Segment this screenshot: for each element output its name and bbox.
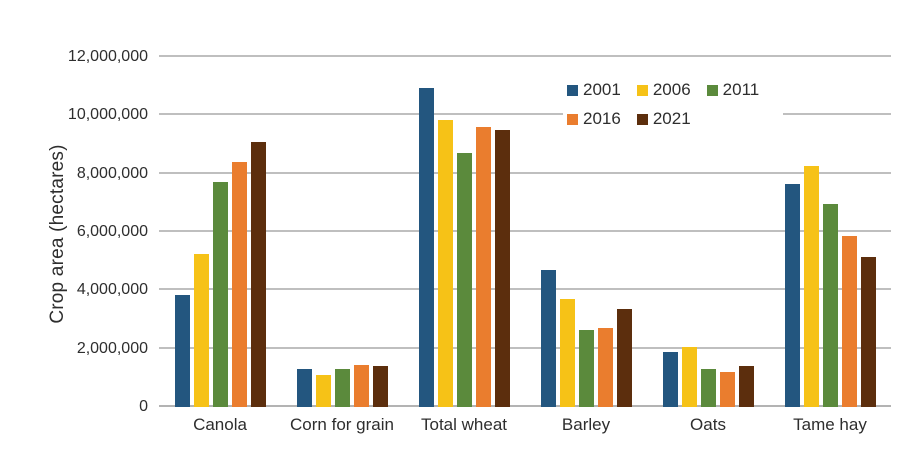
legend-swatch-icon [636, 84, 648, 96]
bar-2016 [353, 365, 369, 407]
legend-swatch-icon [567, 84, 578, 96]
bar-2001 [418, 88, 434, 407]
bars [159, 57, 891, 407]
gridline [159, 113, 891, 116]
bar-2021 [250, 142, 266, 407]
legend-item-2001: 2001 [567, 80, 621, 100]
bar-2016 [841, 236, 857, 407]
legend-swatch-icon [706, 84, 718, 96]
legend-label: 2006 [652, 80, 691, 99]
x-axis-label: Total wheat [421, 415, 507, 434]
x-axis-label: Canola [193, 415, 247, 434]
bar-group-total-wheat [403, 57, 525, 407]
bar-group-tame-hay [769, 57, 891, 407]
legend-label: 2021 [652, 109, 691, 128]
gridline [159, 55, 891, 57]
bar-2006 [803, 166, 819, 407]
y-tick-label: 10,000,000 [67, 106, 148, 124]
gridline [159, 288, 891, 291]
legend-label: 2016 [583, 109, 621, 128]
gridline [159, 230, 891, 232]
bar-2021 [616, 309, 632, 407]
y-tick-label: 6,000,000 [76, 223, 148, 240]
x-axis-labels: Canola Corn for grain Total wheat Barley Oat… [159, 415, 891, 435]
legend-item-2011: 2011 [706, 80, 760, 100]
bar-2016 [475, 127, 491, 407]
bar-2011 [822, 204, 838, 407]
bar-2001 [174, 295, 190, 407]
plot-area: 2001 2006 2011 2016 2021 [159, 55, 891, 407]
y-tick-label: 8,000,000 [76, 164, 148, 182]
bar-2021 [860, 257, 876, 407]
bar-2011 [212, 182, 228, 407]
bar-group-oats [647, 57, 769, 407]
legend-swatch-icon [636, 113, 648, 125]
legend-label: 2001 [583, 80, 621, 99]
gridline [159, 405, 891, 407]
legend-item-2006: 2006 [636, 80, 691, 100]
bar-2011 [456, 153, 472, 407]
x-axis-label: Oats [690, 415, 726, 434]
bar-2021 [372, 366, 388, 407]
legend: 2001 2006 2011 2016 2021 [563, 77, 783, 132]
bar-2001 [540, 270, 556, 407]
bar-2011 [578, 330, 594, 407]
bar-2021 [494, 130, 510, 407]
bar-2021 [738, 366, 754, 407]
bar-2006 [559, 299, 575, 407]
gridline [159, 171, 891, 174]
legend-swatch-icon [567, 113, 578, 125]
y-tick-label: 2,000,000 [76, 339, 148, 357]
x-axis-label: Corn for grain [290, 415, 394, 434]
bar-2006 [193, 254, 209, 407]
legend-item-2021: 2021 [636, 109, 691, 129]
legend-label: 2011 [722, 80, 760, 99]
bar-2016 [231, 162, 247, 407]
y-tick-label: 12,000,000 [67, 48, 148, 65]
bar-2006 [681, 347, 697, 407]
bar-2016 [597, 328, 613, 407]
bar-2006 [437, 120, 453, 407]
bar-2001 [296, 369, 312, 407]
bar-2001 [784, 184, 800, 407]
x-axis-label: Barley [561, 415, 611, 434]
bar-group-corn-for-grain [281, 57, 403, 407]
bar-2001 [662, 352, 678, 407]
bar-group-barley [525, 57, 647, 407]
y-tick-label: 0 [139, 398, 148, 415]
bar-2011 [334, 369, 350, 407]
gridline [159, 346, 891, 349]
bar-2016 [719, 372, 735, 407]
x-axis-label: Tame hay [793, 415, 867, 434]
bar-2006 [315, 375, 331, 407]
legend-item-2016: 2016 [567, 109, 621, 129]
bar-group-canola [159, 57, 281, 407]
y-tick-label: 4,000,000 [76, 281, 148, 299]
bar-2011 [700, 369, 716, 407]
